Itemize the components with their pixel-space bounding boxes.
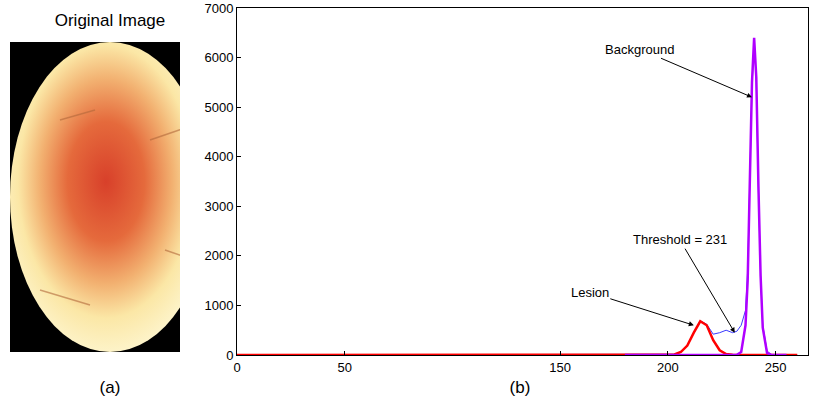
svg-text:5000: 5000 (204, 100, 233, 115)
svg-text:Background: Background (605, 42, 674, 57)
svg-text:0: 0 (226, 348, 233, 363)
svg-text:0: 0 (233, 360, 240, 375)
svg-text:4000: 4000 (204, 149, 233, 164)
svg-text:7000: 7000 (204, 1, 233, 16)
svg-text:250: 250 (765, 360, 787, 375)
svg-text:Lesion: Lesion (571, 285, 609, 300)
svg-text:2000: 2000 (204, 248, 233, 263)
html-text:(a): (a) (99, 378, 121, 397)
svg-text:200: 200 (657, 360, 679, 375)
svg-text:1000: 1000 (204, 298, 233, 313)
svg-text:Original Image: Original Image (55, 11, 166, 30)
svg-text:150: 150 (549, 360, 571, 375)
svg-text:6000: 6000 (204, 50, 233, 65)
svg-text:50: 50 (338, 360, 352, 375)
svg-text:Threshold = 231: Threshold = 231 (633, 232, 727, 247)
html-text:(b): (b) (509, 378, 531, 397)
svg-text:3000: 3000 (204, 199, 233, 214)
